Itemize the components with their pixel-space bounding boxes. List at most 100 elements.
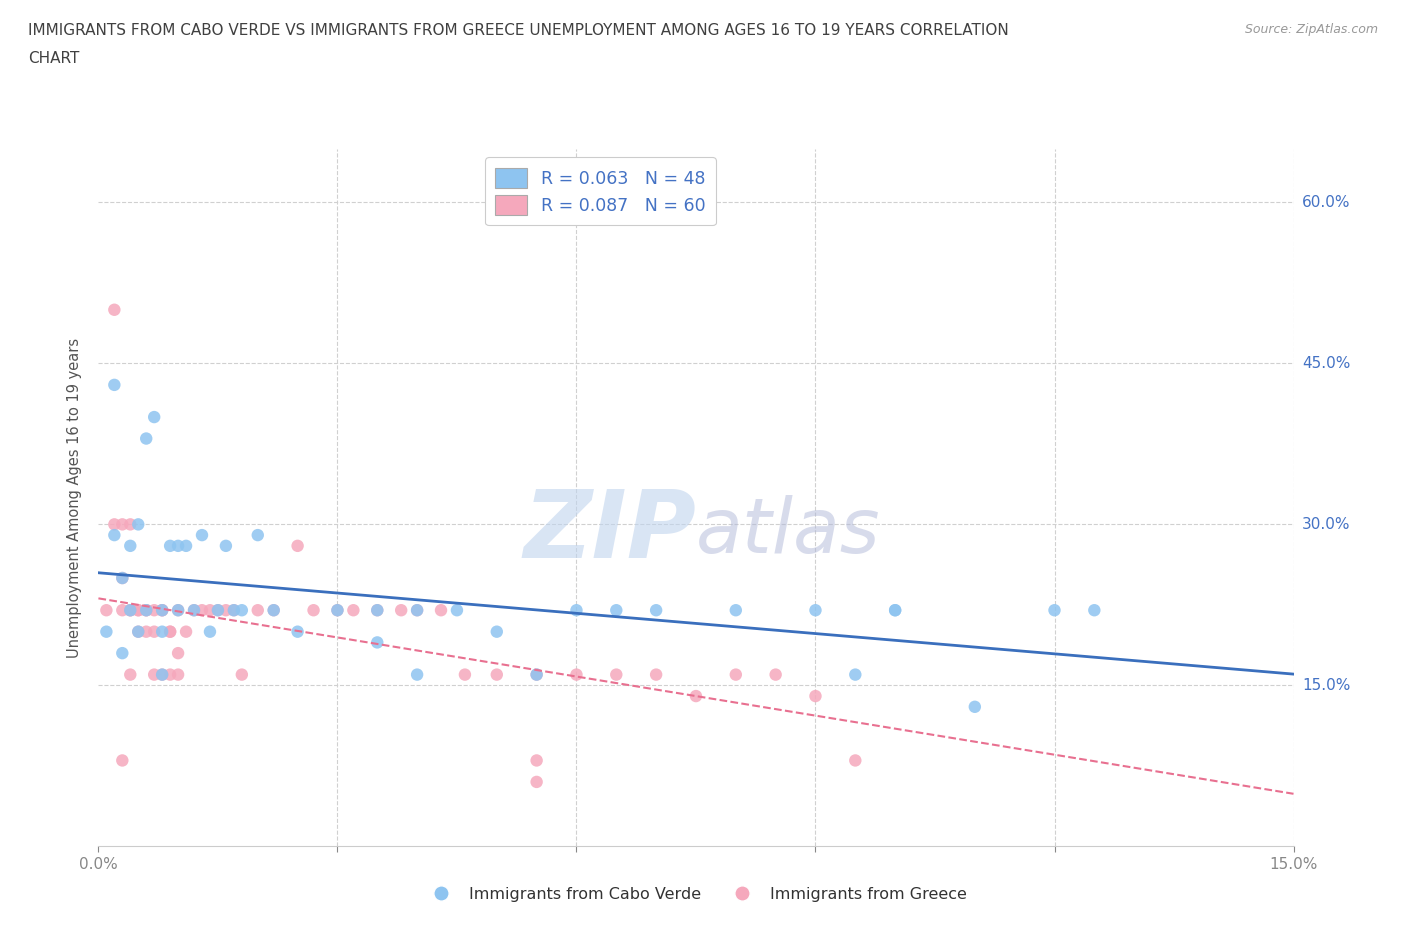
Text: 45.0%: 45.0% bbox=[1302, 356, 1350, 371]
Point bbox=[406, 603, 429, 618]
Point bbox=[111, 603, 134, 618]
Point bbox=[326, 603, 349, 618]
Point bbox=[342, 603, 364, 618]
Point bbox=[884, 603, 907, 618]
Point bbox=[111, 517, 134, 532]
Point bbox=[159, 624, 181, 639]
Point bbox=[844, 667, 866, 682]
Point bbox=[174, 538, 197, 553]
Point bbox=[167, 603, 190, 618]
Point bbox=[198, 603, 221, 618]
Point bbox=[222, 603, 245, 618]
Point bbox=[127, 624, 149, 639]
Point bbox=[183, 603, 205, 618]
Point bbox=[446, 603, 468, 618]
Point bbox=[111, 571, 134, 586]
Point bbox=[135, 432, 157, 446]
Point bbox=[135, 603, 157, 618]
Point bbox=[127, 603, 149, 618]
Point bbox=[111, 753, 134, 768]
Point bbox=[430, 603, 453, 618]
Point bbox=[231, 603, 253, 618]
Text: 15.0%: 15.0% bbox=[1302, 678, 1350, 693]
Point bbox=[198, 624, 221, 639]
Point bbox=[685, 688, 707, 703]
Point bbox=[191, 603, 214, 618]
Point bbox=[1083, 603, 1105, 618]
Point bbox=[111, 645, 134, 660]
Point bbox=[135, 603, 157, 618]
Point bbox=[150, 603, 173, 618]
Point bbox=[389, 603, 412, 618]
Point bbox=[150, 667, 173, 682]
Point bbox=[159, 667, 181, 682]
Point bbox=[135, 624, 157, 639]
Point bbox=[159, 624, 181, 639]
Point bbox=[167, 645, 190, 660]
Point bbox=[485, 667, 508, 682]
Point bbox=[127, 624, 149, 639]
Point bbox=[120, 603, 142, 618]
Point bbox=[884, 603, 907, 618]
Point bbox=[366, 603, 388, 618]
Point bbox=[191, 527, 214, 542]
Point bbox=[120, 538, 142, 553]
Point bbox=[565, 603, 588, 618]
Point bbox=[174, 624, 197, 639]
Text: Source: ZipAtlas.com: Source: ZipAtlas.com bbox=[1244, 23, 1378, 36]
Text: 30.0%: 30.0% bbox=[1302, 517, 1350, 532]
Point bbox=[143, 624, 166, 639]
Point bbox=[215, 538, 238, 553]
Y-axis label: Unemployment Among Ages 16 to 19 years: Unemployment Among Ages 16 to 19 years bbox=[67, 338, 83, 658]
Point bbox=[143, 667, 166, 682]
Point bbox=[526, 753, 548, 768]
Point bbox=[103, 527, 125, 542]
Point bbox=[167, 603, 190, 618]
Point bbox=[844, 753, 866, 768]
Point bbox=[963, 699, 986, 714]
Point bbox=[406, 667, 429, 682]
Point bbox=[366, 603, 388, 618]
Point bbox=[150, 603, 173, 618]
Point bbox=[111, 571, 134, 586]
Point bbox=[127, 517, 149, 532]
Point bbox=[485, 624, 508, 639]
Text: 60.0%: 60.0% bbox=[1302, 195, 1350, 210]
Point bbox=[366, 635, 388, 650]
Point bbox=[127, 603, 149, 618]
Point bbox=[150, 603, 173, 618]
Point bbox=[287, 538, 309, 553]
Point bbox=[159, 538, 181, 553]
Point bbox=[565, 667, 588, 682]
Point bbox=[526, 667, 548, 682]
Point bbox=[406, 603, 429, 618]
Point bbox=[302, 603, 325, 618]
Point bbox=[150, 667, 173, 682]
Point bbox=[724, 667, 747, 682]
Point bbox=[645, 603, 668, 618]
Point bbox=[724, 603, 747, 618]
Text: atlas: atlas bbox=[696, 496, 880, 569]
Point bbox=[246, 603, 269, 618]
Point bbox=[645, 667, 668, 682]
Point bbox=[765, 667, 787, 682]
Point bbox=[103, 517, 125, 532]
Point bbox=[103, 302, 125, 317]
Point bbox=[96, 603, 118, 618]
Point bbox=[143, 603, 166, 618]
Point bbox=[263, 603, 285, 618]
Legend: Immigrants from Cabo Verde, Immigrants from Greece: Immigrants from Cabo Verde, Immigrants f… bbox=[419, 881, 973, 908]
Point bbox=[120, 603, 142, 618]
Point bbox=[135, 603, 157, 618]
Point bbox=[207, 603, 229, 618]
Point bbox=[605, 667, 627, 682]
Point bbox=[263, 603, 285, 618]
Point bbox=[605, 603, 627, 618]
Point bbox=[120, 603, 142, 618]
Point bbox=[150, 624, 173, 639]
Point bbox=[804, 603, 827, 618]
Point bbox=[526, 775, 548, 790]
Point bbox=[103, 378, 125, 392]
Point bbox=[120, 667, 142, 682]
Point bbox=[287, 624, 309, 639]
